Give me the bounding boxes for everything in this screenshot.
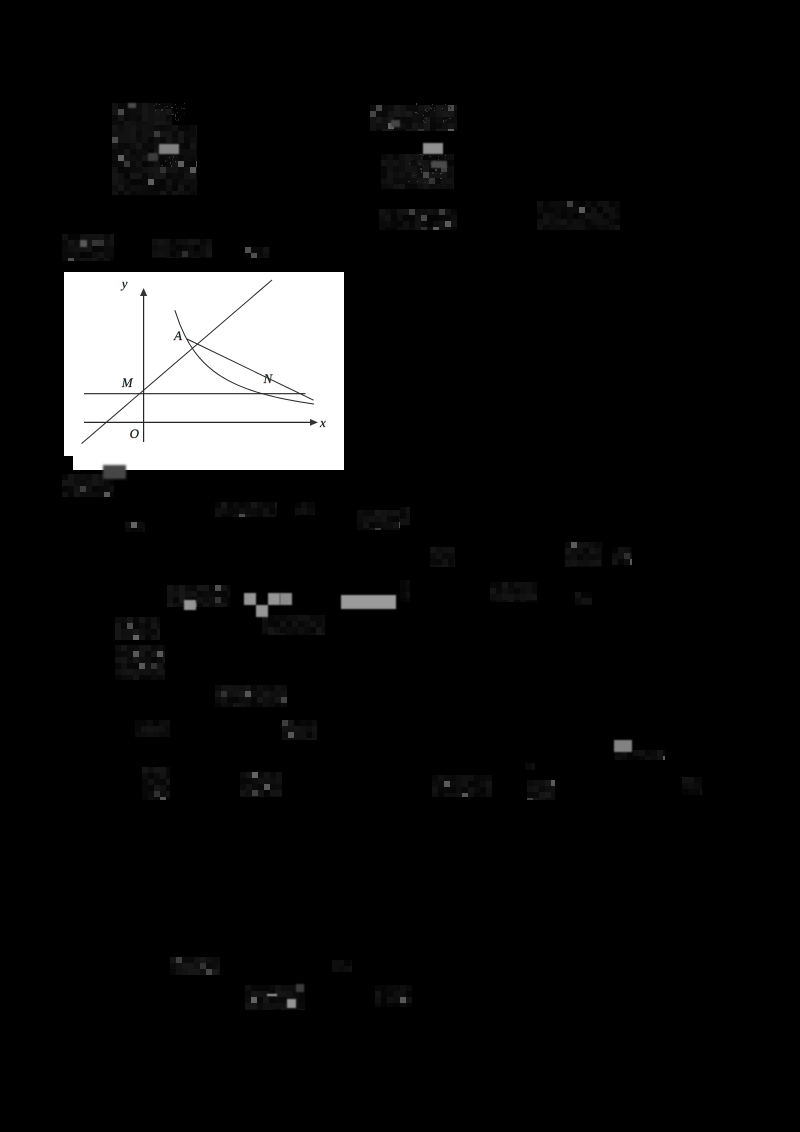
- svg-text:A: A: [173, 328, 182, 343]
- svg-text:M: M: [121, 375, 134, 390]
- svg-text:O: O: [130, 426, 140, 441]
- svg-text:N: N: [263, 371, 274, 386]
- svg-text:x: x: [319, 415, 326, 430]
- svg-text:y: y: [120, 276, 128, 291]
